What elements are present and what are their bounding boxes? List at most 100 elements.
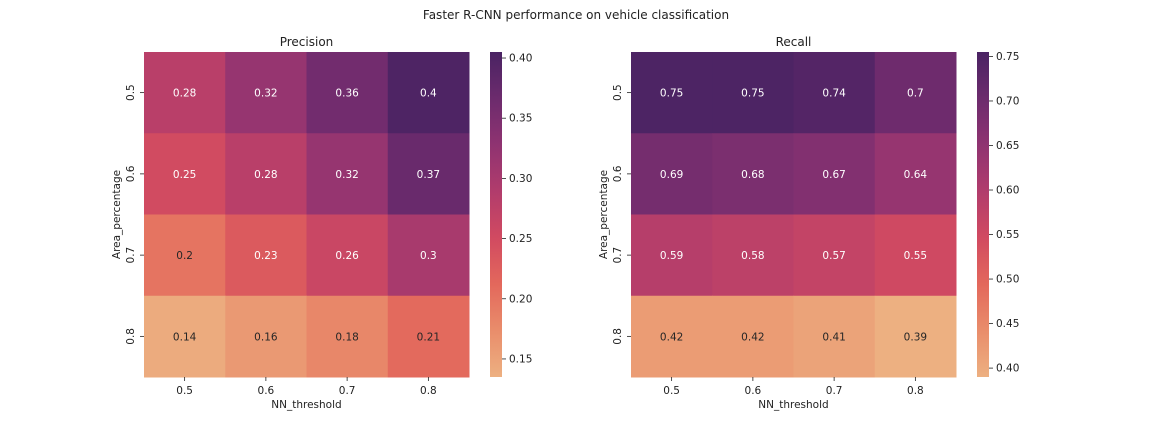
colorbar-tick-label: 0.50: [996, 274, 1019, 286]
cell-value-label: 0.18: [335, 331, 358, 343]
heatmap-cell: [225, 133, 307, 215]
heatmap-cell: [874, 52, 957, 134]
panel-title: Precision: [280, 35, 334, 49]
x-tick-label: 0.6: [745, 385, 762, 397]
heatmap-cell: [225, 52, 307, 134]
cell-value-label: 0.59: [660, 250, 683, 262]
cell-value-label: 0.41: [822, 331, 845, 343]
cell-value-label: 0.25: [173, 169, 196, 181]
heatmap-cell: [793, 295, 876, 378]
cell-value-label: 0.57: [822, 250, 845, 262]
cell-value-label: 0.58: [741, 250, 764, 262]
cell-value-label: 0.42: [660, 331, 683, 343]
heatmap-cell: [874, 133, 957, 215]
cell-value-label: 0.2: [176, 250, 193, 262]
colorbar-tick-label: 0.15: [509, 353, 532, 365]
x-tick-label: 0.6: [258, 385, 275, 397]
heatmap-cell: [387, 133, 470, 215]
cell-value-label: 0.28: [173, 88, 196, 100]
heatmap-cell: [306, 52, 389, 134]
y-tick-label: 0.7: [125, 247, 137, 264]
heatmap-cell: [793, 52, 876, 134]
cell-value-label: 0.36: [335, 88, 359, 100]
heatmap-cell: [793, 214, 876, 297]
x-tick-label: 0.5: [176, 385, 193, 397]
heatmap-cell: [793, 133, 876, 215]
heatmap-cell: [387, 295, 470, 378]
heatmap-cell: [712, 133, 794, 215]
cell-value-label: 0.55: [904, 250, 927, 262]
heatmap-cell: [874, 214, 957, 297]
y-axis-label: Area_percentage: [598, 170, 610, 259]
heatmap-cell: [874, 295, 957, 378]
heatmap-cell: [306, 295, 389, 378]
heatmap-cell: [712, 214, 794, 297]
x-tick-label: 0.7: [826, 385, 843, 397]
cell-value-label: 0.7: [907, 88, 924, 100]
y-tick-label: 0.6: [612, 165, 624, 182]
cell-value-label: 0.69: [660, 169, 683, 181]
colorbar-tick-label: 0.60: [996, 185, 1019, 197]
cell-value-label: 0.4: [420, 88, 437, 100]
cell-value-label: 0.23: [254, 250, 277, 262]
heatmap-precision: Precision 0.28 0.32 0.36 0.4 0.25 0.28 0.32 0.37…: [111, 35, 532, 411]
heatmap-cell: [631, 214, 713, 297]
colorbar-tick-label: 0.75: [996, 51, 1019, 63]
y-tick-label: 0.7: [612, 247, 624, 264]
x-axis-label: NN_threshold: [758, 399, 828, 411]
y-tick-label: 0.8: [125, 328, 137, 345]
heatmap-cell: [712, 52, 794, 134]
cell-value-label: 0.14: [173, 331, 197, 343]
heatmap-panels: Precision 0.28 0.32 0.36 0.4 0.25 0.28 0.32 0.37…: [111, 35, 1019, 411]
figure-title: Faster R-CNN performance on vehicle clas…: [423, 8, 729, 22]
x-tick-label: 0.8: [907, 385, 924, 397]
cell-value-label: 0.26: [335, 250, 359, 262]
heatmap-cell: [387, 214, 470, 297]
x-tick-label: 0.8: [420, 385, 437, 397]
cell-value-label: 0.68: [741, 169, 764, 181]
colorbar-tick-label: 0.20: [509, 293, 532, 305]
colorbar-tick-label: 0.25: [509, 233, 532, 245]
y-axis-label: Area_percentage: [111, 170, 123, 259]
heatmap-cell: [631, 133, 713, 215]
heatmap-cell: [225, 214, 307, 297]
cell-value-label: 0.67: [822, 169, 845, 181]
heatmap-cell: [306, 214, 389, 297]
x-tick-label: 0.5: [663, 385, 680, 397]
y-tick-label: 0.8: [612, 328, 624, 345]
cell-value-label: 0.32: [335, 169, 358, 181]
colorbar-tick-label: 0.35: [509, 113, 532, 125]
x-axis-label: NN_threshold: [271, 399, 341, 411]
heatmap-cell: [631, 295, 713, 378]
colorbar-tick-label: 0.45: [996, 318, 1019, 330]
colorbar: [977, 52, 989, 377]
y-tick-label: 0.5: [125, 84, 137, 101]
x-tick-label: 0.7: [339, 385, 356, 397]
cell-value-label: 0.3: [420, 250, 437, 262]
heatmap-cell: [144, 52, 226, 134]
colorbar-tick-label: 0.40: [996, 363, 1019, 375]
heatmap-recall: Recall 0.75 0.75 0.74 0.7 0.69 0.68 0.67 0.64 0.5…: [598, 35, 1019, 411]
heatmap-cell: [144, 133, 226, 215]
heatmap-cell: [712, 295, 794, 378]
heatmap-cell: [144, 295, 226, 378]
cell-value-label: 0.42: [741, 331, 764, 343]
colorbar-tick-label: 0.30: [509, 173, 532, 185]
colorbar-tick-label: 0.55: [996, 229, 1019, 241]
cell-value-label: 0.28: [254, 169, 277, 181]
colorbar-tick-label: 0.70: [996, 95, 1019, 107]
cell-value-label: 0.37: [417, 169, 440, 181]
colorbar-tick-label: 0.65: [996, 140, 1019, 152]
heatmap-cell: [144, 214, 226, 297]
heatmap-cell: [387, 52, 470, 134]
heatmap-cell: [225, 295, 307, 378]
cell-value-label: 0.74: [822, 88, 846, 100]
cell-value-label: 0.75: [741, 88, 764, 100]
colorbar: [490, 52, 502, 377]
panel-title: Recall: [776, 35, 812, 49]
heatmap-cell: [306, 133, 389, 215]
heatmap-cell: [631, 52, 713, 134]
cell-value-label: 0.75: [660, 88, 683, 100]
colorbar-tick-label: 0.40: [509, 53, 532, 65]
